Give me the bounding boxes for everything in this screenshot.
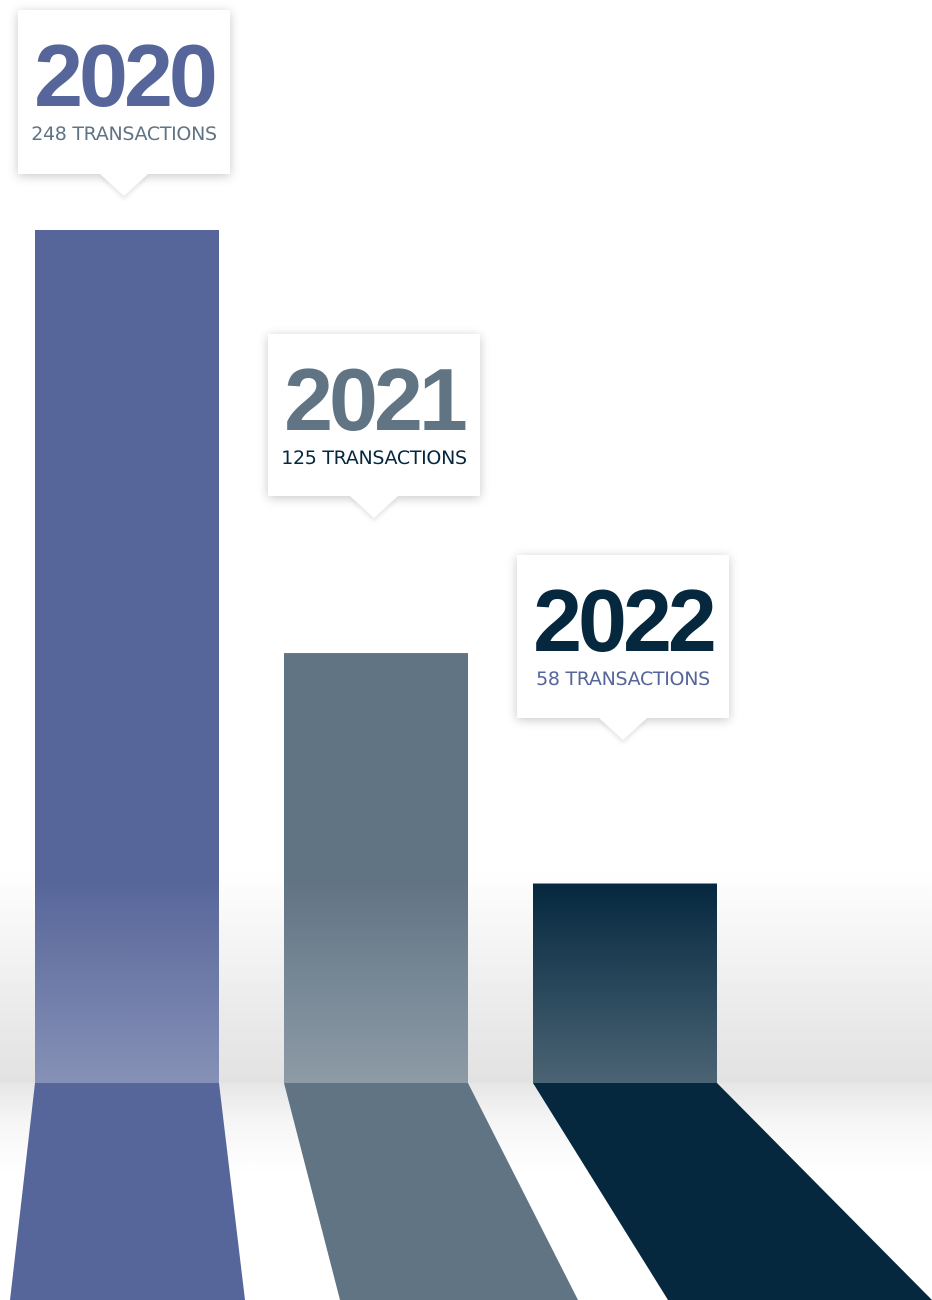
bar-shadow-2021 xyxy=(284,1083,578,1300)
transactions-label-2020: 248 TRANSACTIONS xyxy=(31,123,217,145)
callout-2020: 2020 248 TRANSACTIONS xyxy=(18,10,230,174)
year-label-2022: 2022 xyxy=(533,571,717,670)
bars xyxy=(35,230,717,1083)
bar-shadow-2022 xyxy=(533,1083,932,1300)
bar-shadow-2020 xyxy=(10,1083,245,1300)
bar-floor-shadows xyxy=(10,1083,932,1300)
bar-fade-2020 xyxy=(35,880,219,1083)
year-label-2021: 2021 xyxy=(284,350,468,449)
transactions-label-2021: 125 TRANSACTIONS xyxy=(281,447,467,469)
callout-2021: 2021 125 TRANSACTIONS xyxy=(268,334,480,496)
bar-fade-2021 xyxy=(284,880,468,1083)
transactions-label-2022: 58 TRANSACTIONS xyxy=(536,668,710,690)
bar-fade-2022 xyxy=(533,883,717,1083)
callout-2022: 2022 58 TRANSACTIONS xyxy=(517,555,729,718)
year-label-2020: 2020 xyxy=(34,26,218,125)
